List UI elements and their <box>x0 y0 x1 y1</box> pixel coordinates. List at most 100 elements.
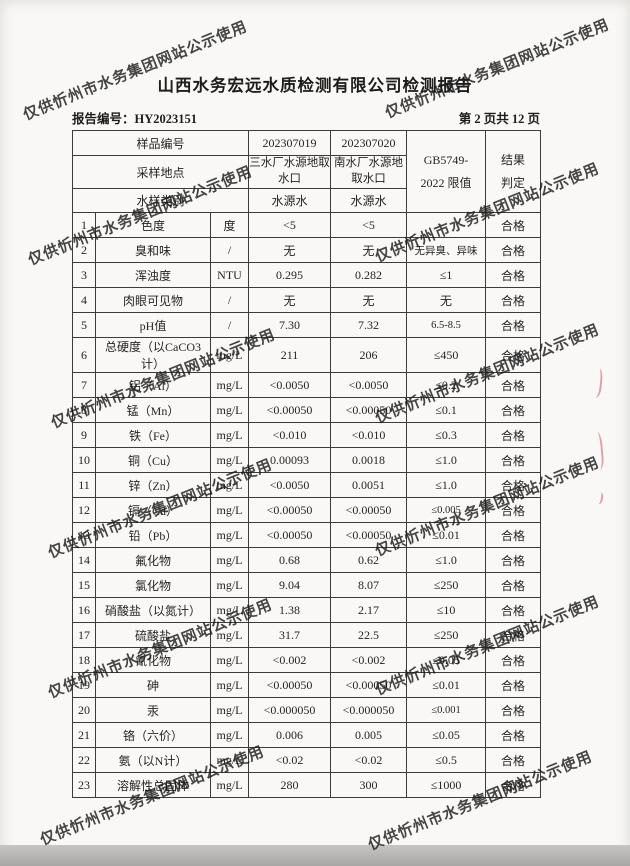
cell-unit: mg/L <box>209 497 250 523</box>
cell-value-2: 0.005 <box>330 722 408 748</box>
results-table-body: 1 色度度 <5 <5 合格 2 臭和味 / 无无无异臭、异味 合格 3 浑浊度 NTU 0.295 0.2… <box>72 212 542 798</box>
table-row: 5 pH值/7.30 7.32 6.5-8.5 合格 <box>72 312 542 338</box>
cell-result: 合格 <box>485 747 542 773</box>
header-row-sampling-site: 采样地点 三水厂水源地取水口 南水厂水源地取水口 <box>71 155 541 189</box>
table-row: 20 汞 mg/L <0.000050 <0.000050 ≤0.001 合格 <box>72 697 542 723</box>
cell-result: 合格 <box>485 772 542 798</box>
table-row: 17 硫酸盐 mg/L 31.7 22.5 ≤250 合格 <box>72 622 542 648</box>
cell-result: 合格 <box>485 497 542 523</box>
cell-value-1: 无 <box>248 287 332 313</box>
cell-limit: ≤250 <box>406 622 487 648</box>
limit-standard-line1: GB5749- <box>423 152 469 167</box>
cell-unit: mg/L <box>209 472 250 498</box>
cell-value-2: 0.0018 <box>330 447 408 473</box>
cell-unit: mg/L <box>209 522 250 548</box>
sample-id-2: 202307020 <box>330 130 408 156</box>
table-row: 10 铜（Cu） mg/L 0.00093 0.0018 ≤1.0 合格 <box>72 447 542 473</box>
cell-parameter: 肉眼可见物 <box>95 287 211 313</box>
cell-unit: mg/L <box>209 337 250 373</box>
cell-unit: / <box>209 312 250 338</box>
table-row: 15 氯化物 mg/L 9.04 8.07 ≤250 合格 <box>72 572 542 598</box>
cell-result: 合格 <box>485 312 542 338</box>
cell-row-number: 15 <box>72 572 96 598</box>
cell-limit: ≤0.1 <box>406 397 487 423</box>
cell-result: 合格 <box>485 237 542 263</box>
table-row: 23 溶解性总固体 mg/L 280 300 ≤1000 合格 <box>72 772 542 798</box>
header-row-water-type: 水样类别 水源水 水源水 <box>71 188 541 213</box>
cell-row-number: 17 <box>72 622 96 648</box>
cell-parameter: 铜（Cu） <box>95 447 211 473</box>
report-meta: 报告编号：HY2023151 第 2 页共 12 页 <box>72 108 540 127</box>
cell-limit <box>406 212 487 238</box>
cell-value-2: 22.5 <box>330 622 408 648</box>
cell-value-2: 0.282 <box>330 262 408 288</box>
cell-row-number: 19 <box>72 672 96 698</box>
table-row: 16 硝酸盐（以氮计） mg/L 1.38 2.17 ≤10 合格 <box>72 597 542 623</box>
cell-value-2: <0.0050 <box>330 372 408 398</box>
table-row: 13 铅（Pb） mg/L <0.00050 <0.00050 ≤0.01 合格 <box>72 522 542 548</box>
cell-value-2: 206 <box>330 337 408 373</box>
cell-unit: mg/L <box>209 597 250 623</box>
cell-value-2: 0.62 <box>330 547 408 573</box>
table-row: 1 色度度 <5 <5 合格 <box>72 212 542 238</box>
cell-parameter: 氰化物 <box>95 647 211 673</box>
cell-value-2: <5 <box>330 212 408 238</box>
cell-row-number: 16 <box>72 597 96 623</box>
cell-result: 合格 <box>485 647 542 673</box>
cell-row-number: 5 <box>72 312 96 338</box>
cell-value-2: <0.00050 <box>330 672 408 698</box>
cell-limit: ≤1000 <box>406 772 487 798</box>
cell-result: 合格 <box>485 372 542 398</box>
cell-value-1: <0.0050 <box>248 372 332 398</box>
cell-row-number: 10 <box>72 447 96 473</box>
sampling-site-2: 南水厂水源地取水口 <box>330 155 408 189</box>
page-title: 山西水务宏远水质检测有限公司检测报告 <box>157 76 473 95</box>
scanner-edge <box>0 845 630 866</box>
cell-parameter: 氨（以N计） <box>95 747 211 773</box>
cell-value-1: 0.295 <box>248 262 332 288</box>
cell-value-2: <0.00050 <box>330 497 408 523</box>
cell-value-1: 0.00093 <box>248 447 332 473</box>
cell-parameter: 铝（Al） <box>95 372 211 398</box>
cell-row-number: 12 <box>72 497 96 523</box>
cell-row-number: 6 <box>72 337 96 373</box>
cell-value-1: <0.010 <box>248 422 332 448</box>
cell-unit: 度 <box>209 212 250 238</box>
cell-value-2: 300 <box>330 772 408 798</box>
cell-row-number: 13 <box>72 522 96 548</box>
cell-parameter: 锰（Mn） <box>95 397 211 423</box>
cell-limit: ≤0.001 <box>406 697 487 723</box>
cell-limit: ≤0.05 <box>406 722 487 748</box>
cell-parameter: 砷 <box>95 672 211 698</box>
watermark-text: 仅供忻州市水务集团网站公示使用 <box>383 17 612 122</box>
cell-parameter: 硫酸盐 <box>95 622 211 648</box>
sampling-site-1: 三水厂水源地取水口 <box>248 155 332 189</box>
cell-value-1: <0.00050 <box>248 522 332 548</box>
cell-unit: NTU <box>209 262 250 288</box>
red-pen-mark <box>590 431 605 471</box>
table-row: 9 铁（Fe） mg/L <0.010 <0.010 ≤0.3 合格 <box>72 422 542 448</box>
cell-parameter: 硝酸盐（以氮计） <box>95 597 211 623</box>
cell-unit: mg/L <box>209 747 250 773</box>
cell-limit: ≤0.2 <box>406 372 487 398</box>
cell-row-number: 22 <box>72 747 96 773</box>
water-type-2: 水源水 <box>330 188 408 213</box>
cell-limit: ≤1.0 <box>406 547 487 573</box>
cell-unit: / <box>209 287 250 313</box>
cell-row-number: 23 <box>72 772 96 798</box>
table-row: 4 肉眼可见物 / 无无无合格 <box>72 287 542 313</box>
cell-limit: 无 <box>406 287 487 313</box>
cell-value-2: <0.002 <box>330 647 408 673</box>
red-pen-mark <box>594 491 604 505</box>
cell-limit: 无异臭、异味 <box>406 237 487 263</box>
cell-result: 合格 <box>485 672 542 698</box>
cell-value-1: <0.00050 <box>248 672 332 698</box>
table-row: 7 铝（Al） mg/L <0.0050 <0.0050 ≤0.2 合格 <box>72 372 542 398</box>
cell-value-1: <0.002 <box>248 647 332 673</box>
cell-value-2: <0.02 <box>330 747 408 773</box>
cell-row-number: 18 <box>72 647 96 673</box>
cell-value-2: <0.00050 <box>330 397 408 423</box>
cell-unit: mg/L <box>209 547 250 573</box>
cell-value-1: <0.00050 <box>248 497 332 523</box>
cell-parameter: 汞 <box>95 697 211 723</box>
